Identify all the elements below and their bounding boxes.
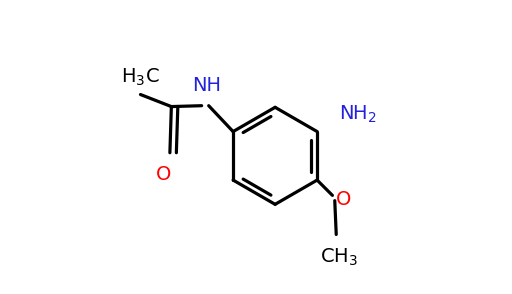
Text: CH$_3$: CH$_3$ xyxy=(320,246,358,268)
Text: NH: NH xyxy=(192,76,221,95)
Text: O: O xyxy=(156,166,172,184)
Text: H$_3$C: H$_3$C xyxy=(121,67,160,88)
Text: NH$_2$: NH$_2$ xyxy=(339,104,377,125)
Text: O: O xyxy=(336,190,351,209)
